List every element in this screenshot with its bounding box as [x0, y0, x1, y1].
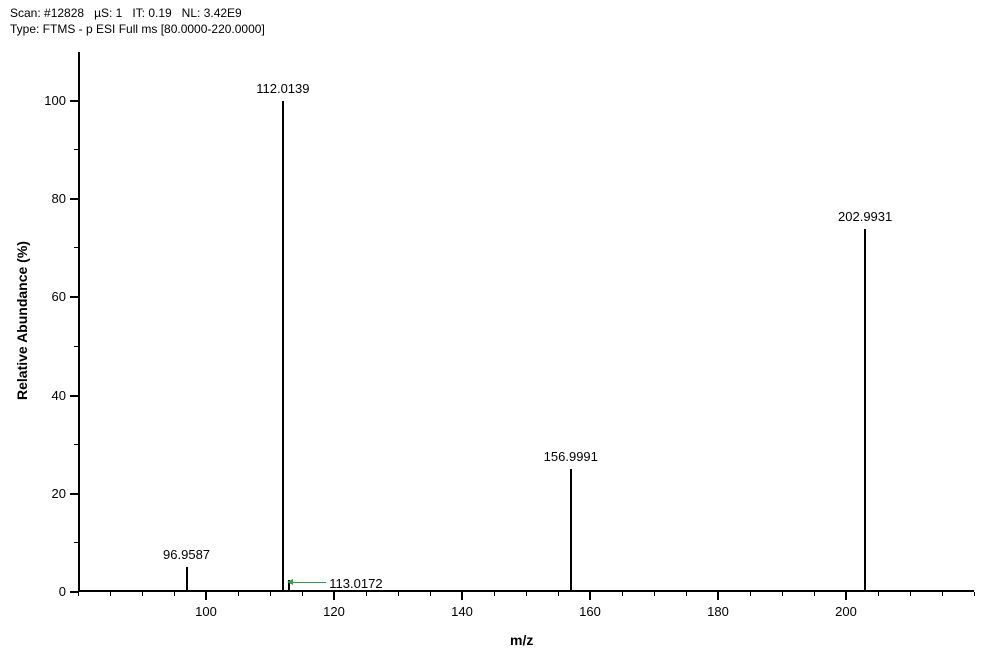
peak-bar: [864, 229, 866, 592]
xtick-major: [205, 592, 207, 600]
xtick-label: 180: [698, 604, 738, 619]
ytick-label: 60: [30, 289, 66, 304]
ytick-minor: [74, 444, 78, 445]
ytick-label: 40: [30, 388, 66, 403]
ytick-major: [70, 296, 78, 298]
ytick-minor: [74, 149, 78, 150]
ytick-major: [70, 198, 78, 200]
x-axis-label: m/z: [510, 632, 533, 648]
scan-info-line-2: Type: FTMS - p ESI Full ms [80.0000-220.…: [10, 22, 265, 36]
peak-label: 202.9931: [838, 209, 892, 224]
xtick-major: [333, 592, 335, 600]
xtick-minor: [686, 592, 687, 596]
xtick-minor: [78, 592, 79, 596]
ytick-major: [70, 591, 78, 593]
ytick-minor: [74, 247, 78, 248]
xtick-minor: [942, 592, 943, 596]
xtick-major: [589, 592, 591, 600]
peak-label: 96.9587: [163, 547, 210, 562]
scan-info-line-1: Scan: #12828 µS: 1 IT: 0.19 NL: 3.42E9: [10, 6, 242, 20]
ytick-label: 80: [30, 191, 66, 206]
xtick-minor: [622, 592, 623, 596]
ytick-label: 20: [30, 486, 66, 501]
xtick-label: 140: [442, 604, 482, 619]
xtick-major: [845, 592, 847, 600]
xtick-minor: [910, 592, 911, 596]
ytick-major: [70, 100, 78, 102]
xtick-minor: [782, 592, 783, 596]
xtick-minor: [110, 592, 111, 596]
xtick-minor: [526, 592, 527, 596]
ytick-label: 100: [30, 93, 66, 108]
xtick-minor: [494, 592, 495, 596]
xtick-minor: [270, 592, 271, 596]
xtick-major: [461, 592, 463, 600]
xtick-minor: [302, 592, 303, 596]
y-axis-label: Relative Abundance (%): [14, 241, 30, 400]
xtick-minor: [398, 592, 399, 596]
peak-label: 156.9991: [544, 449, 598, 464]
ytick-major: [70, 493, 78, 495]
peak-bar: [282, 101, 284, 592]
ytick-major: [70, 395, 78, 397]
peak-bar: [570, 469, 572, 592]
ytick-minor: [74, 542, 78, 543]
xtick-label: 200: [826, 604, 866, 619]
xtick-minor: [142, 592, 143, 596]
xtick-minor: [814, 592, 815, 596]
xtick-minor: [238, 592, 239, 596]
xtick-minor: [558, 592, 559, 596]
peak-leader-arrowhead: [287, 579, 293, 585]
xtick-minor: [174, 592, 175, 596]
xtick-label: 160: [570, 604, 610, 619]
peak-label: 112.0139: [256, 81, 309, 96]
xtick-minor: [878, 592, 879, 596]
ytick-minor: [74, 346, 78, 347]
peak-bar: [186, 567, 188, 592]
xtick-label: 120: [314, 604, 354, 619]
ytick-label: 0: [30, 584, 66, 599]
xtick-minor: [750, 592, 751, 596]
xtick-major: [717, 592, 719, 600]
xtick-minor: [366, 592, 367, 596]
xtick-label: 100: [186, 604, 226, 619]
plot-area: [78, 52, 974, 592]
xtick-minor: [974, 592, 975, 596]
xtick-minor: [654, 592, 655, 596]
xtick-minor: [430, 592, 431, 596]
peak-label: 113.0172: [329, 576, 382, 591]
peak-leader: [290, 582, 326, 583]
